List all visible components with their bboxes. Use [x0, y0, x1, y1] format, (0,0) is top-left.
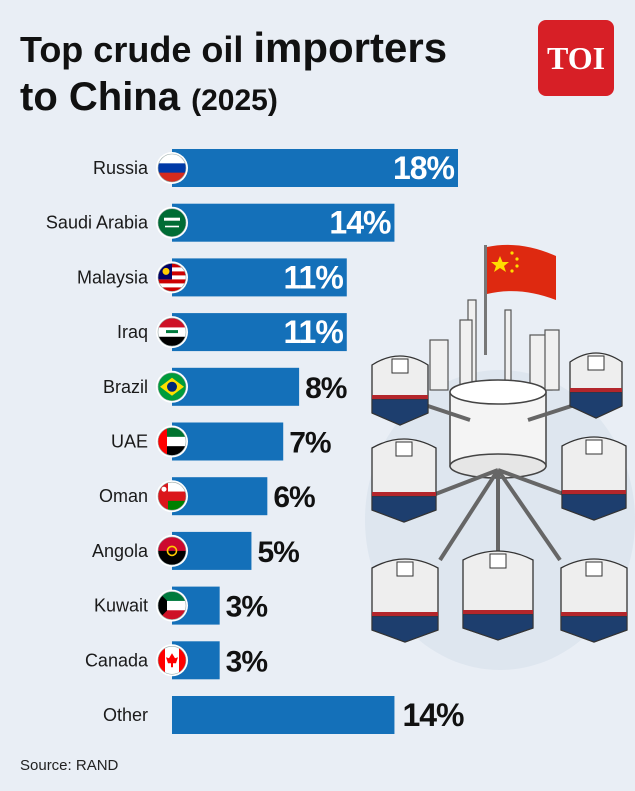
- kuwait-flag-icon: [156, 589, 188, 622]
- value-label: 11%: [283, 259, 343, 295]
- bar-row-uae: UAE 7%: [111, 422, 332, 461]
- bar: [172, 422, 284, 461]
- chart-title: Top crude oil importers to China (2025): [20, 24, 448, 120]
- category-label: Kuwait: [94, 596, 148, 616]
- iraq-flag-icon: [156, 316, 188, 349]
- oil-tanker-icon: [371, 558, 439, 643]
- value-label: 3%: [226, 591, 268, 624]
- oil-tanker-icon: [371, 355, 429, 426]
- value-label: 5%: [257, 536, 299, 569]
- value-label: 8%: [305, 372, 347, 405]
- bar: [172, 367, 300, 406]
- category-label: Iraq: [117, 322, 148, 342]
- category-label: Brazil: [103, 377, 148, 397]
- value-label: 11%: [283, 314, 343, 350]
- bar-row-iraq: Iraq 11%: [117, 313, 347, 352]
- oil-tanker-icon: [462, 550, 534, 641]
- bar: [172, 696, 395, 734]
- bar: [172, 258, 347, 297]
- malaysia-flag-icon: [156, 261, 188, 294]
- bar: [172, 313, 347, 352]
- category-label: Malaysia: [77, 267, 149, 287]
- russia-flag-icon: [156, 152, 188, 184]
- source-note: Source: RAND: [20, 757, 119, 774]
- oil-terminal-illustration: [365, 244, 635, 670]
- uae-flag-icon: [156, 425, 188, 458]
- category-label: Russia: [93, 158, 149, 178]
- bar-row-oman: Oman 6%: [99, 477, 316, 516]
- value-label: 3%: [226, 645, 268, 678]
- oil-tanker-icon: [371, 438, 437, 523]
- value-label: 6%: [273, 481, 315, 514]
- oman-flag-icon: [156, 480, 188, 513]
- category-label: Saudi Arabia: [46, 213, 149, 233]
- bar-row-saudi-arabia: Saudi Arabia 14%: [46, 203, 395, 242]
- oil-tanker-icon: [560, 558, 628, 643]
- bar-row-canada: Canada 3%: [85, 641, 268, 680]
- bar-row-brazil: Brazil 8%: [103, 367, 348, 406]
- bar-row-kuwait: Kuwait 3%: [94, 586, 268, 625]
- value-label: 14%: [402, 697, 464, 733]
- category-label: Other: [103, 705, 148, 725]
- angola-flag-icon: [156, 534, 188, 567]
- category-label: Oman: [99, 486, 148, 506]
- oil-tanker-icon: [569, 352, 623, 419]
- bar-row-russia: Russia 18%: [93, 149, 458, 187]
- oil-tanker-icon: [561, 436, 627, 521]
- bar-row-angola: Angola 5%: [92, 531, 300, 570]
- value-label: 18%: [393, 150, 455, 186]
- bar: [172, 203, 395, 242]
- canada-flag-icon: [156, 644, 188, 677]
- china-flag-icon: [487, 244, 556, 300]
- saudi-arabia-flag-icon: [156, 206, 188, 239]
- category-label: Angola: [92, 541, 149, 561]
- value-label: 14%: [329, 205, 391, 241]
- category-label: Canada: [85, 650, 149, 670]
- brazil-flag-icon: [156, 370, 188, 403]
- bar-row-malaysia: Malaysia 11%: [77, 258, 347, 297]
- bar: [172, 149, 458, 187]
- bar-row-other: Other 14%: [103, 696, 465, 734]
- toi-logo[interactable]: TOI: [538, 20, 614, 96]
- category-label: UAE: [111, 432, 148, 452]
- value-label: 7%: [289, 427, 331, 460]
